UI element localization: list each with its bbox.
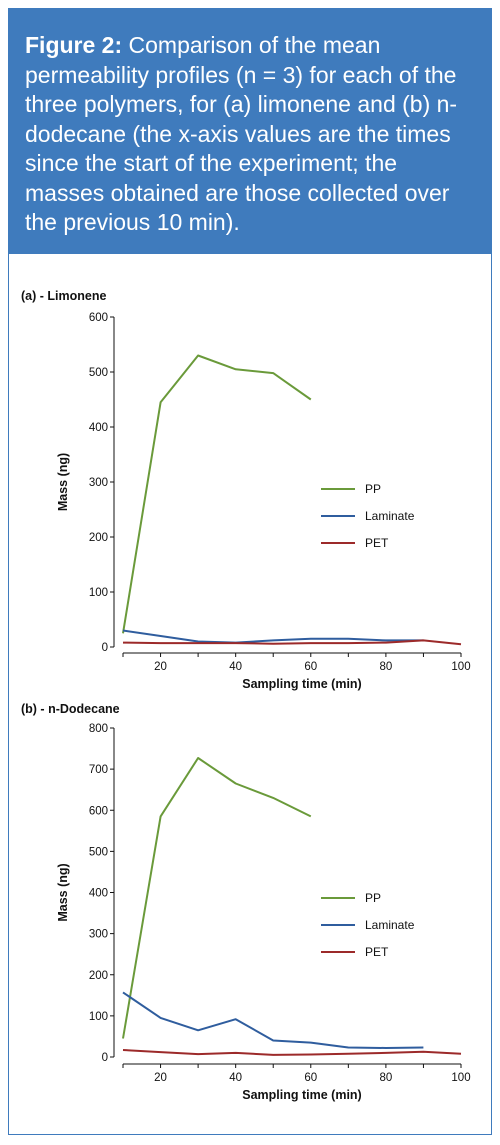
x-tick-label: 100 <box>451 1072 470 1084</box>
series-line-pp <box>122 354 312 634</box>
x-tick-label: 100 <box>451 661 470 673</box>
y-tick-label: 0 <box>102 1052 108 1064</box>
y-tick-label: 200 <box>89 970 108 982</box>
y-axis-title: Mass (ng) <box>56 453 70 511</box>
x-tick-label: 20 <box>154 1072 167 1084</box>
x-tick-label: 60 <box>304 1072 317 1084</box>
legend-label-pet: PET <box>365 536 389 550</box>
y-tick-label: 100 <box>89 1011 108 1023</box>
y-tick-label: 200 <box>89 532 108 544</box>
x-tick-label: 40 <box>229 661 242 673</box>
panel-b-label: (b) - n-Dodecane <box>21 702 120 716</box>
x-axis-title: Sampling time (min) <box>242 1088 361 1102</box>
chart-limonene: 0 100 200 300 400 500 600 20 40 60 80 100 Sampling t… <box>56 312 471 691</box>
legend-label-pet: PET <box>365 945 389 959</box>
y-tick-label: 300 <box>89 929 108 941</box>
y-tick-label: 300 <box>89 477 108 489</box>
legend-label-laminate: Laminate <box>365 509 415 523</box>
y-tick-label: 400 <box>89 888 108 900</box>
y-tick-label: 400 <box>89 422 108 434</box>
x-tick-label: 60 <box>304 661 317 673</box>
series-line-pet <box>122 639 462 646</box>
figure-frame: Figure 2: Comparison of the mean permeab… <box>8 8 492 1135</box>
x-tick-label: 80 <box>379 1072 392 1084</box>
x-tick-label: 40 <box>229 1072 242 1084</box>
y-tick-label: 0 <box>102 642 108 654</box>
series-line-laminate <box>122 991 424 1049</box>
y-tick-label: 100 <box>89 587 108 599</box>
y-tick-label: 700 <box>89 764 108 776</box>
y-tick-label: 600 <box>89 805 108 817</box>
y-tick-label: 800 <box>89 723 108 735</box>
y-tick-label: 500 <box>89 846 108 858</box>
legend-label-pp: PP <box>365 891 381 905</box>
x-axis-title: Sampling time (min) <box>242 677 361 691</box>
figure-caption: Figure 2: Comparison of the mean permeab… <box>9 9 491 254</box>
series-line-pet <box>122 1049 462 1056</box>
x-tick-label: 80 <box>379 661 392 673</box>
y-tick-label: 600 <box>89 312 108 324</box>
legend-label-pp: PP <box>365 482 381 496</box>
y-axis-title: Mass (ng) <box>56 863 70 921</box>
panel-a-label: (a) - Limonene <box>21 289 107 303</box>
y-tick-label: 500 <box>89 367 108 379</box>
series-line-laminate <box>122 629 424 644</box>
caption-lead: Figure 2: <box>25 32 123 58</box>
chart-n-dodecane: 0 100 200 300 400 500 600 700 800 20 40 60 80 100 Samp… <box>56 723 471 1102</box>
caption-text: Comparison of the mean permeability prof… <box>25 32 458 235</box>
x-tick-label: 20 <box>154 661 167 673</box>
legend-label-laminate: Laminate <box>365 918 415 932</box>
series-line-pp <box>122 757 312 1039</box>
